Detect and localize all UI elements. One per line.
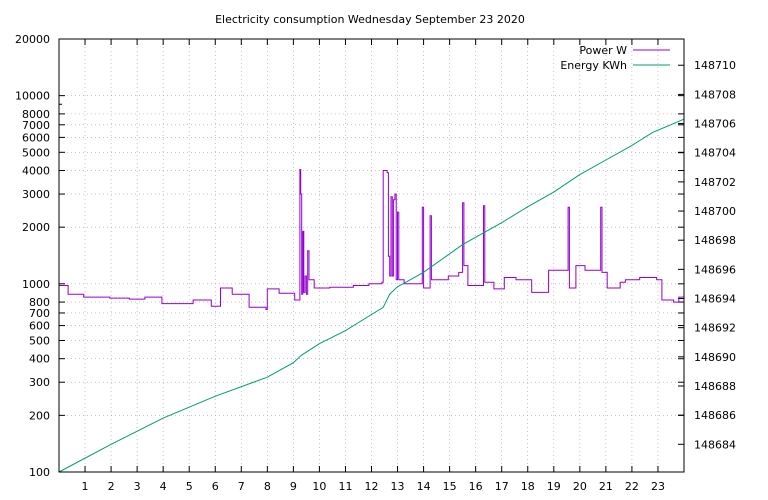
- y2-tick-label: 148702: [694, 176, 736, 189]
- x-axis-ticks: 1 2 3 4 5 6 7 8 9 10 11 12 13 14 15 16 17 18 19 20 21 22 23: [82, 39, 665, 493]
- legend-label: Energy KWh: [560, 59, 627, 72]
- x-tick-label: 15: [443, 480, 457, 493]
- y-tick-label: 8000: [22, 108, 50, 121]
- x-tick-label: 11: [338, 480, 352, 493]
- y-tick-label: 200: [29, 409, 50, 422]
- y-tick-label: 7000: [22, 119, 50, 132]
- y-tick-label: 500: [29, 334, 50, 347]
- grid-layer: [59, 38, 684, 473]
- y2-tick-label: 148688: [694, 380, 736, 393]
- y-tick-label: 600: [29, 320, 50, 333]
- y2-tick-label: 148692: [694, 322, 736, 335]
- y2-tick-label: 148704: [694, 147, 736, 160]
- x-tick-label: 20: [573, 480, 587, 493]
- x-tick-label: 18: [521, 480, 535, 493]
- x-tick-label: 2: [108, 480, 115, 493]
- y-tick-label: 20000: [15, 33, 50, 46]
- x-tick-label: 21: [599, 480, 613, 493]
- y-tick-label: 1000: [22, 278, 50, 291]
- chart-title: Electricity consumption Wednesday Septem…: [215, 13, 525, 26]
- x-tick-label: 4: [160, 480, 167, 493]
- series-power-line: [59, 169, 684, 310]
- x-tick-label: 16: [469, 480, 483, 493]
- plot-border: [58, 38, 685, 473]
- y-tick-label: 3000: [22, 188, 50, 201]
- y-tick-label: 700: [29, 307, 50, 320]
- y2-axis-ticks: 148684 148686 148688 148690 148692 148694 1486…: [678, 59, 736, 451]
- y2-tick-label: 148700: [694, 205, 736, 218]
- y2-tick-label: 148696: [694, 263, 736, 276]
- series-energy-line: [58, 118, 685, 473]
- x-tick-label: 3: [134, 480, 141, 493]
- y-tick-label: 400: [29, 353, 50, 366]
- y-tick-label: 800: [29, 296, 50, 309]
- y2-tick-label: 148690: [694, 351, 736, 364]
- x-tick-label: 13: [391, 480, 405, 493]
- y2-tick-label: 148706: [694, 118, 736, 131]
- y-tick-label: 4000: [22, 165, 50, 178]
- y-tick-label: 10000: [15, 90, 50, 103]
- y-tick-label: 300: [29, 376, 50, 389]
- x-tick-label: 14: [417, 480, 431, 493]
- x-tick-label: 5: [186, 480, 193, 493]
- x-tick-label: 1: [82, 480, 89, 493]
- y2-tick-label: 148698: [694, 234, 736, 247]
- x-tick-label: 12: [365, 480, 379, 493]
- y2-tick-label: 148708: [694, 88, 736, 101]
- x-tick-label: 22: [625, 480, 639, 493]
- x-tick-label: 19: [547, 480, 561, 493]
- legend-label: Power W: [579, 44, 627, 57]
- y-tick-label: 6000: [22, 131, 50, 144]
- x-tick-label: 8: [264, 480, 271, 493]
- y2-tick-label: 148694: [694, 293, 736, 306]
- y2-tick-label: 148710: [694, 59, 736, 72]
- x-tick-label: 10: [312, 480, 326, 493]
- x-tick-label: 23: [651, 480, 665, 493]
- x-tick-label: 6: [212, 480, 219, 493]
- y-tick-label: 5000: [22, 146, 50, 159]
- x-tick-label: 7: [238, 480, 245, 493]
- y-tick-label: 100: [29, 466, 50, 479]
- x-tick-label: 9: [290, 480, 297, 493]
- x-tick-label: 17: [495, 480, 509, 493]
- y2-tick-label: 148686: [694, 409, 736, 422]
- legend: Power W Energy KWh: [560, 44, 670, 72]
- y2-tick-label: 148684: [694, 438, 736, 451]
- y-tick-label: 2000: [22, 221, 50, 234]
- series-layer: [58, 118, 685, 473]
